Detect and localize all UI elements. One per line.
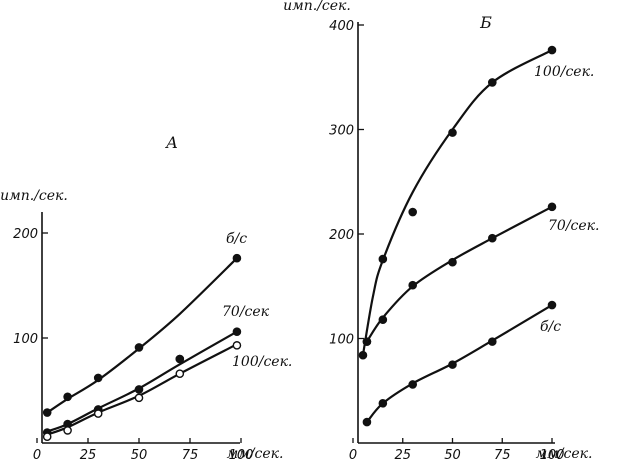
panel-label-a: A [164, 133, 178, 152]
x-tick-label-b: 25 [394, 448, 411, 463]
data-point-a-1 [134, 385, 144, 394]
data-point-b-0 [547, 45, 557, 55]
x-tick-label-a: 75 [182, 448, 199, 463]
series-label-a-1: 70/сек [222, 304, 270, 320]
data-point-b-1 [487, 233, 497, 243]
series-label-b-0: 100/сек. [534, 64, 594, 80]
data-point-b-1 [408, 280, 418, 290]
data-point-a-1 [175, 354, 185, 364]
series-label-b-1: 70/сек. [548, 218, 599, 234]
series-label-a-2: 100/сек. [232, 354, 292, 370]
data-point-b-1 [448, 257, 457, 267]
data-point-a-2 [93, 409, 103, 418]
chart-panel-b: 100 200 300 400 0 25 50 75 100 имп./сек. мм/сек. Б 1… [283, 0, 599, 463]
y-tick-label-b: 300 [329, 124, 354, 139]
x-tick-label-a: 25 [80, 448, 97, 463]
x-tick-label-b: 100 [540, 448, 565, 463]
x-tick-label-b: 75 [494, 448, 511, 463]
data-point-a-0 [93, 373, 103, 383]
data-point-b-1 [547, 202, 557, 212]
data-point-a-2 [42, 432, 52, 442]
data-point-b-2 [547, 300, 557, 310]
data-point-b-0 [378, 254, 388, 264]
x-axis-title-a: мм/сек. [227, 446, 284, 462]
data-point-b-0 [487, 78, 497, 87]
data-point-b-2 [378, 398, 388, 408]
x-tick-label-a: 50 [131, 448, 148, 463]
data-point-b-0 [448, 128, 457, 137]
x-axis-title-b: мм/сек. [536, 446, 593, 462]
panel-label-b: Б [479, 13, 492, 32]
data-point-b-0 [408, 207, 418, 217]
y-axis-title-a: имп./сек. [0, 188, 68, 204]
data-point-a-0 [134, 343, 144, 352]
data-point-a-0 [63, 392, 72, 402]
data-point-b-2 [448, 360, 457, 369]
data-point-b-1 [362, 337, 372, 346]
x-tick-label-b: 50 [444, 448, 461, 463]
y-axis-title-b: имп./сек. [283, 0, 351, 14]
data-point-b-2 [487, 337, 497, 346]
y-tick-label-b: 400 [329, 19, 354, 34]
series-label-a-0: б/с [226, 231, 247, 247]
data-point-b-2 [362, 417, 372, 427]
data-point-a-2 [63, 426, 72, 435]
data-point-a-2 [175, 369, 185, 379]
series-label-b-2: б/с [540, 319, 561, 335]
data-point-b-2 [408, 380, 418, 389]
x-tick-label-a: 0 [33, 448, 41, 463]
x-tick-label-a: 100 [229, 448, 254, 463]
y-tick-label-a: 100 [13, 332, 38, 347]
data-point-a-1 [232, 327, 242, 337]
data-point-a-0 [232, 253, 242, 263]
data-point-a-0 [42, 408, 52, 417]
y-tick-label-a: 200 [13, 227, 38, 242]
chart-panel-a: 100 200 0 25 50 75 100 имп./сек. мм/сек. Aб/с 70/с… [0, 133, 292, 463]
y-tick-label-b: 100 [329, 333, 354, 348]
data-point-a-2 [134, 393, 144, 403]
data-point-b-1 [378, 315, 388, 324]
series-line-b-2 [365, 304, 554, 424]
x-tick-label-b: 0 [349, 448, 357, 463]
data-point-a-2 [232, 341, 242, 350]
y-tick-label-b: 200 [329, 228, 354, 243]
data-point-b-0 [358, 350, 368, 360]
